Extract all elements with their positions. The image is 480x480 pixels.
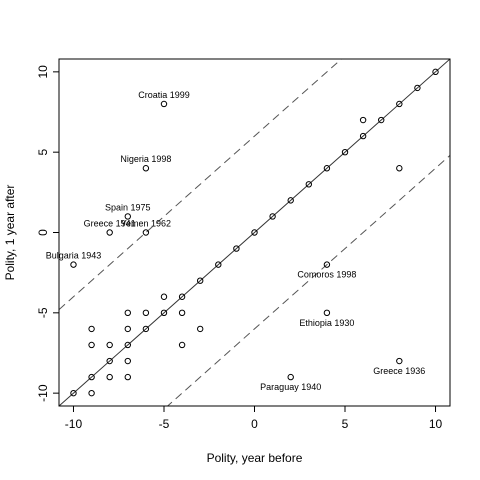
data-point <box>178 293 186 300</box>
data-point <box>160 100 168 108</box>
data-point <box>396 357 403 365</box>
point-annotation: Paraguay 1940 <box>260 382 321 392</box>
data-point <box>106 341 113 349</box>
data-point <box>160 309 168 317</box>
identity-line <box>59 59 450 406</box>
point-annotation: Greece 1936 <box>373 366 425 376</box>
y-tick-label: -10 <box>36 384 50 402</box>
point-annotation: Ethiopia 1930 <box>299 318 354 328</box>
data-point <box>142 309 150 317</box>
y-tick-label: -5 <box>36 307 50 318</box>
data-point <box>396 100 403 108</box>
data-point <box>142 229 150 236</box>
data-point <box>70 261 77 268</box>
y-axis: -10 -5 0 5 10 <box>36 65 60 402</box>
data-point <box>378 116 385 124</box>
point-annotation: Spain 1975 <box>105 202 151 212</box>
plot-content: Croatia 1999 Nigeria 1998 Spain 1975 Greece… <box>46 59 450 406</box>
data-point <box>124 213 131 220</box>
data-point <box>323 309 331 317</box>
data-point <box>305 181 313 188</box>
data-point <box>70 389 77 397</box>
data-point <box>269 213 276 220</box>
data-point <box>432 68 439 76</box>
data-point <box>414 84 421 92</box>
point-annotation: Nigeria 1998 <box>120 154 171 164</box>
data-point <box>196 325 204 333</box>
x-tick-label: -10 <box>65 417 83 431</box>
y-axis-label: Polity, 1 year after <box>3 185 17 281</box>
point-annotation: Greece 1941 <box>84 219 136 229</box>
point-annotation: Comoros 1998 <box>297 270 356 280</box>
data-point <box>233 245 240 252</box>
data-point <box>359 132 367 140</box>
y-tick-label: 5 <box>36 149 50 156</box>
data-point <box>124 309 131 317</box>
data-point <box>287 197 294 204</box>
dashed-reference-line <box>59 59 343 310</box>
dashed-reference-line <box>166 155 450 406</box>
x-tick-label: 0 <box>251 417 258 431</box>
data-point <box>88 341 95 349</box>
x-axis: -10 -5 0 5 10 <box>65 405 443 431</box>
data-point <box>88 389 95 397</box>
x-tick-label: 5 <box>342 417 349 431</box>
y-tick-label: 10 <box>36 65 50 79</box>
data-point <box>124 373 131 381</box>
data-point <box>251 229 258 236</box>
data-point <box>124 325 131 333</box>
data-point <box>106 373 113 381</box>
data-point <box>88 373 95 381</box>
data-point <box>88 325 95 333</box>
data-point <box>160 293 168 300</box>
point-annotation: Yemen 1962 <box>121 219 171 229</box>
data-points <box>70 68 439 397</box>
data-point <box>178 341 186 349</box>
point-annotation: Croatia 1999 <box>138 90 190 100</box>
data-point <box>215 261 222 268</box>
data-point <box>396 165 403 172</box>
data-point <box>287 373 294 381</box>
annotations: Croatia 1999 Nigeria 1998 Spain 1975 Greece… <box>46 90 426 392</box>
data-point <box>106 357 113 365</box>
reference-lines <box>59 59 450 406</box>
point-annotation: Bulgaria 1943 <box>46 251 102 261</box>
data-point <box>323 165 331 172</box>
data-point <box>124 341 131 349</box>
y-tick-label: 0 <box>36 229 50 236</box>
data-point <box>142 165 150 172</box>
data-point <box>106 229 113 236</box>
data-point <box>142 325 150 333</box>
x-axis-label: Polity, year before <box>207 451 303 465</box>
data-point <box>323 261 331 268</box>
data-point <box>124 357 131 365</box>
x-tick-label: -5 <box>159 417 170 431</box>
data-point <box>178 309 186 317</box>
data-point <box>196 277 204 284</box>
data-point <box>341 148 349 156</box>
data-point <box>359 116 367 124</box>
x-tick-label: 10 <box>429 417 443 431</box>
